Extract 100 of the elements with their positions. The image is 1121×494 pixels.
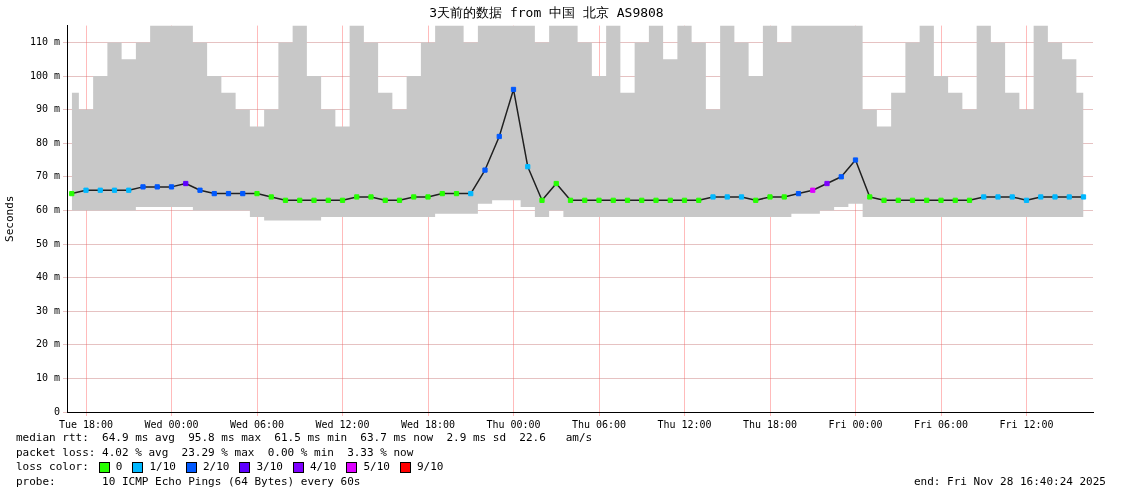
point	[795, 190, 802, 197]
point	[325, 197, 331, 203]
point	[97, 187, 103, 193]
point	[553, 180, 559, 187]
point	[567, 197, 574, 203]
point	[396, 197, 403, 203]
x-tick-label: Tue 18:00	[58, 418, 114, 430]
point	[895, 197, 901, 203]
point	[596, 197, 602, 203]
point	[268, 194, 274, 200]
point	[696, 197, 702, 203]
legend-label: 0	[115, 460, 123, 475]
point	[810, 187, 816, 193]
point	[838, 174, 844, 180]
y-tick-label: 90 m	[35, 103, 60, 115]
point	[439, 190, 445, 197]
x-tick-label: Thu 12:00	[657, 418, 712, 430]
y-tick-label: 20 m	[35, 338, 60, 350]
text: end: Fri Nov 28 16:40:24 2025	[913, 474, 1106, 489]
y-tick-label: 60 m	[35, 203, 60, 215]
point	[368, 194, 374, 200]
point	[1009, 194, 1015, 200]
x-tick-label: Wed 06:00	[229, 418, 285, 430]
point	[468, 190, 474, 197]
point	[382, 197, 388, 203]
point	[610, 197, 616, 203]
point	[240, 190, 246, 197]
point	[653, 197, 659, 203]
point	[1066, 194, 1072, 200]
point	[1023, 197, 1030, 203]
point	[724, 194, 730, 200]
point	[197, 187, 203, 193]
point	[667, 197, 673, 203]
point	[453, 190, 460, 197]
point	[339, 197, 346, 203]
point	[781, 194, 787, 200]
x-tick-label: Thu 18:00	[742, 418, 798, 430]
point	[510, 86, 517, 93]
point	[767, 194, 773, 200]
point	[710, 194, 716, 200]
point	[183, 180, 189, 187]
text: probe: 10 ICMP Echo Pings (64 Bytes) every 60s	[16, 474, 361, 489]
point	[995, 194, 1001, 200]
point	[225, 190, 232, 197]
point	[738, 194, 745, 200]
point	[938, 197, 944, 203]
x-tick-label: Fri 06:00	[913, 418, 969, 430]
y-tick-label: 40 m	[35, 271, 60, 283]
point	[1038, 194, 1044, 200]
legend-label: 3/10	[256, 460, 283, 475]
y-tick-label: 10 m	[35, 371, 60, 383]
x-tick-label: Fri 00:00	[828, 418, 883, 430]
point	[211, 190, 217, 197]
point	[425, 194, 431, 200]
point	[1080, 194, 1087, 200]
chart-title: 3天前的数据 from 中国 北京 AS9808	[429, 5, 664, 21]
point	[126, 187, 132, 193]
text: median rtt: 64.9 ms avg 95.8 ms max 61.5 ms min 63.7 ms now 2.9 ms sd 22.6 am/s	[16, 431, 594, 446]
point	[111, 187, 118, 193]
point	[624, 197, 631, 203]
point	[867, 194, 873, 200]
point	[83, 187, 89, 193]
legend-label: 5/10	[363, 460, 390, 475]
point	[539, 197, 545, 203]
point	[354, 194, 360, 200]
y-tick-label: 100 m	[29, 69, 60, 81]
point	[282, 197, 289, 203]
point	[582, 197, 588, 203]
text: packet loss: 4.02 % avg 23.29 % max 0.00 % min 3.33 % now	[16, 445, 415, 460]
y-tick-label: 110 m	[29, 35, 60, 47]
text: loss color:	[16, 460, 89, 473]
point	[909, 197, 916, 203]
point	[952, 197, 958, 203]
legend-label: 2/10	[202, 460, 230, 475]
point	[639, 197, 645, 203]
point	[852, 157, 859, 163]
point	[924, 197, 930, 203]
y-tick-label: 0	[53, 405, 60, 417]
x-tick-label: Wed 18:00	[400, 418, 456, 430]
x-tick-label: Fri 12:00	[999, 418, 1054, 430]
point	[69, 190, 75, 197]
point	[154, 184, 160, 190]
point	[140, 184, 146, 190]
point	[753, 197, 759, 203]
point	[411, 194, 417, 200]
x-tick-label: Thu 06:00	[571, 418, 627, 430]
y-tick-label: 80 m	[35, 136, 60, 148]
legend-label: 1/10	[149, 460, 176, 475]
point	[168, 184, 175, 190]
point	[681, 197, 688, 203]
y-tick-label: 50 m	[35, 237, 60, 249]
point	[824, 180, 830, 187]
x-tick-label: Wed 12:00	[315, 418, 370, 430]
point	[254, 190, 260, 197]
point	[311, 197, 317, 203]
x-tick-label: Wed 00:00	[144, 418, 199, 430]
point	[297, 197, 303, 203]
point	[981, 194, 987, 200]
point	[482, 167, 488, 173]
point	[1052, 194, 1058, 200]
